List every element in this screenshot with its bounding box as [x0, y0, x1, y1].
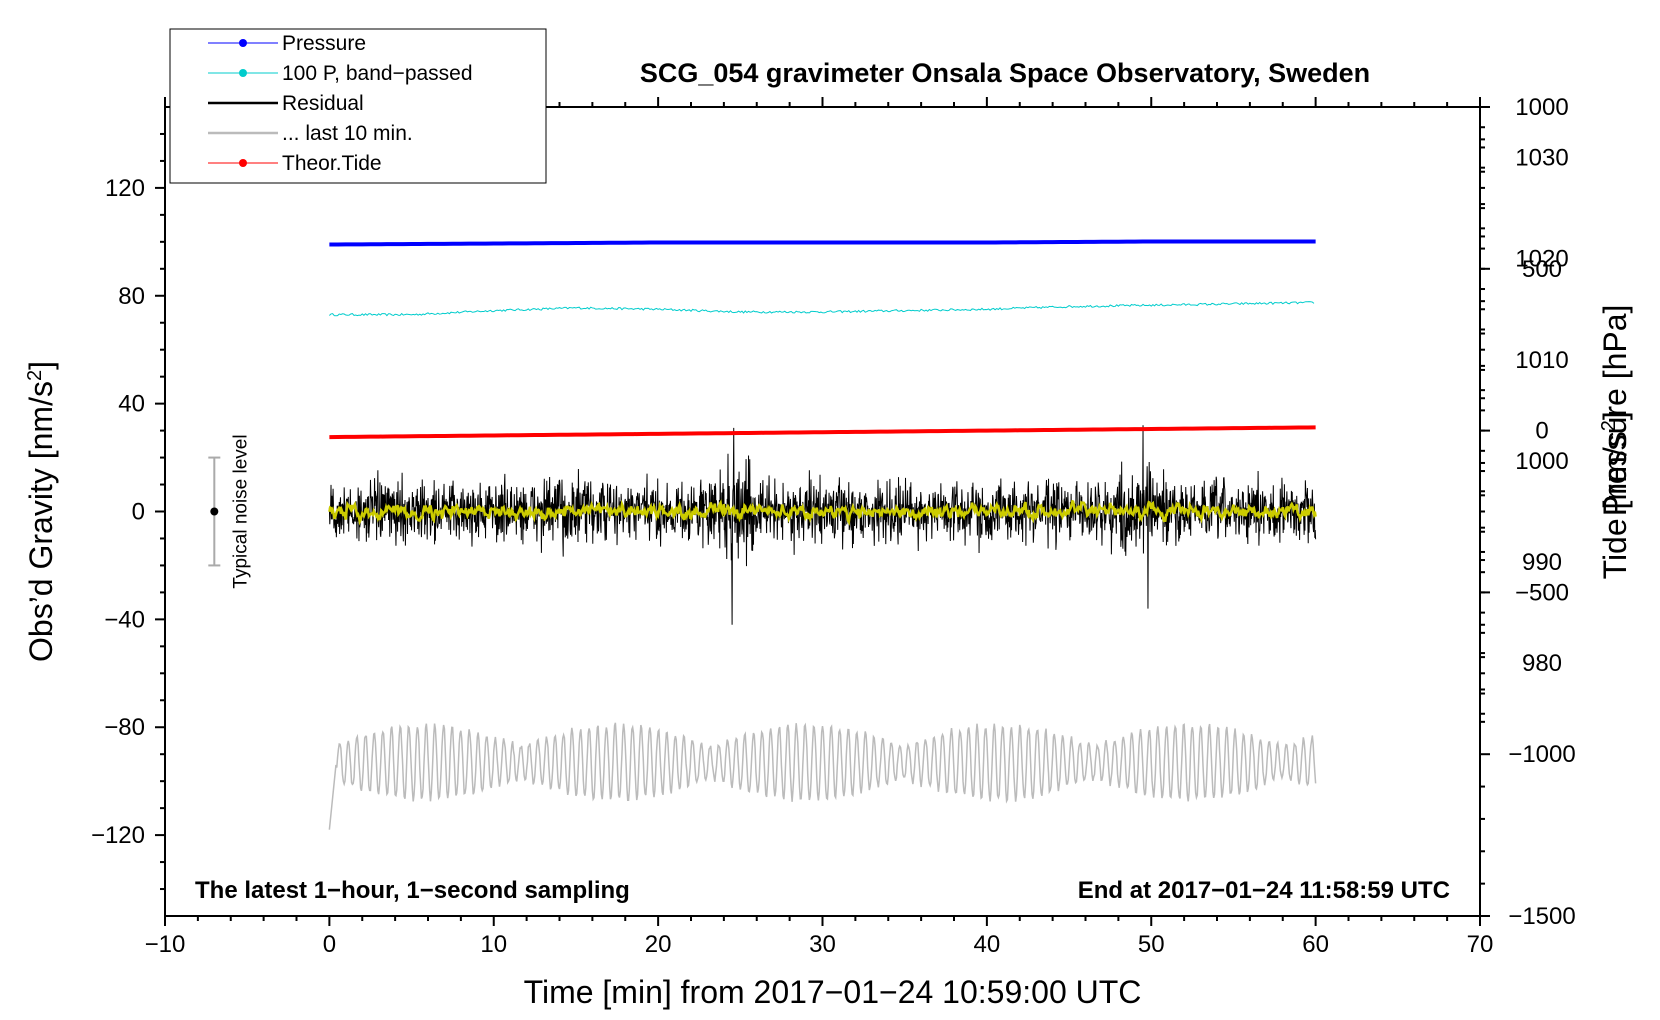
tide-axis-title-sup: 2: [1598, 420, 1620, 431]
tide-tick-label: −1500: [1508, 903, 1575, 930]
pressure-tick-label: 1000: [1515, 448, 1568, 475]
pressure-tick-label: 1030: [1515, 145, 1568, 172]
pressure-tick-label: 990: [1522, 549, 1562, 576]
series-100-p-band-passed: [329, 301, 1315, 317]
tide-tick-label: 0: [1535, 418, 1548, 445]
y-tick-label: 0: [132, 499, 145, 526]
legend-label: Residual: [282, 92, 364, 115]
noise-level-dot: [210, 507, 219, 516]
legend-label: 100 P, band−passed: [282, 62, 473, 85]
x-tick-label: −10: [145, 931, 186, 958]
x-tick-label: 10: [480, 931, 507, 958]
legend-marker: [239, 159, 247, 167]
tide-tick-label: −1000: [1508, 741, 1575, 768]
x-tick-label: 50: [1138, 931, 1165, 958]
y-tick-label: −120: [91, 822, 145, 849]
y-axis-title: Obs’d Gravity [nm/s2]: [23, 361, 59, 662]
tide-axis-title-main: Tide [nm/s: [1597, 431, 1633, 579]
series-residual-smoothed: [328, 499, 1317, 526]
legend-label: Theor.Tide: [282, 152, 382, 175]
y-axis-title-main: Obs’d Gravity [nm/s: [23, 381, 59, 662]
tide-tick-label: 500: [1522, 256, 1562, 283]
y-tick-label: 80: [118, 283, 145, 310]
x-tick-label: 20: [645, 931, 672, 958]
noise-level-indicator: Typical noise level: [208, 434, 251, 589]
end-time-note: End at 2017−01−24 11:58:59 UTC: [1078, 877, 1450, 904]
pressure-tick-label: 980: [1522, 650, 1562, 677]
y-tick-label: −80: [104, 714, 145, 741]
ticks-layer: −10 0 10 20 30 40 50 60 70−120−80−40040801209809…: [91, 94, 1576, 958]
legend: Pressure 100 P, band−passed Residual ... la…: [169, 28, 547, 184]
y-axis-title-end: ]: [23, 361, 59, 370]
noise-level-label: Typical noise level: [230, 434, 251, 588]
x-tick-label: 70: [1467, 931, 1494, 958]
series-theor-tide: [329, 425, 1316, 440]
tide-axis-title-end: ]: [1597, 411, 1633, 420]
pressure-tick-label: 1010: [1515, 347, 1568, 374]
legend-label: Pressure: [282, 32, 366, 55]
x-tick-label: 0: [323, 931, 336, 958]
y-tick-label: 40: [118, 391, 145, 418]
tide-axis-title: Tide [nm/s2]: [1597, 411, 1633, 579]
tide-tick-label: 1000: [1515, 94, 1568, 121]
legend-box: [169, 28, 547, 184]
x-tick-label: 60: [1302, 931, 1329, 958]
tide-tick-label: −500: [1515, 579, 1569, 606]
y-tick-label: 120: [105, 175, 145, 202]
y-tick-label: −40: [104, 606, 145, 633]
series-last-10-min: [328, 722, 1317, 830]
series-pressure: [329, 239, 1316, 247]
x-tick-label: 30: [809, 931, 836, 958]
legend-label: ... last 10 min.: [282, 122, 413, 145]
pressure-tick-label: 1020: [1515, 246, 1568, 273]
sampling-note: The latest 1−hour, 1−second sampling: [195, 877, 630, 904]
data-layer: [328, 239, 1317, 830]
legend-marker: [239, 69, 247, 77]
x-tick-label: 40: [974, 931, 1001, 958]
pressure-axis-title: Pressure [hPa]: [1597, 305, 1633, 517]
x-axis-title: Time [min] from 2017−01−24 10:59:00 UTC: [524, 974, 1142, 1010]
y-axis-title-sup: 2: [24, 370, 46, 381]
chart-title: SCG_054 gravimeter Onsala Space Observat…: [640, 58, 1370, 88]
series-residual: [328, 425, 1317, 625]
legend-marker: [239, 39, 247, 47]
